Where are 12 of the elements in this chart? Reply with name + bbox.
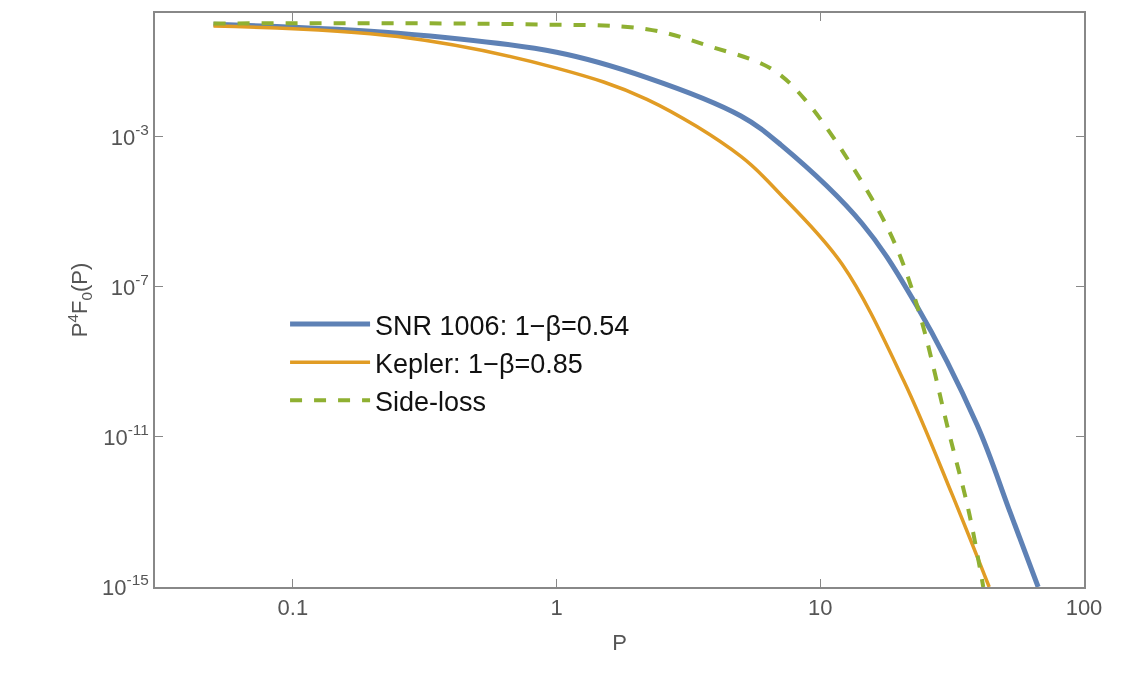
y-tick-label: 10$^{-3}$	[110, 121, 149, 150]
x-axis-title: P	[612, 629, 627, 655]
y-tick-label: 10$^{-15}$	[102, 571, 149, 600]
x-tick-label: 0.1	[277, 595, 309, 621]
x-tick-label: 100	[1065, 595, 1103, 621]
legend-label: Kepler: 1−β=0.85	[375, 348, 583, 379]
x-tick-label: 10	[808, 595, 833, 621]
legend-label: SNR 1006: 1−β=0.54	[375, 310, 630, 341]
legend-label: Side-loss	[375, 386, 487, 417]
x-tick-label: 1	[550, 595, 563, 621]
y-tick-label: 10$^{-11}$	[103, 421, 149, 450]
y-tick-label: 10$^{-7}$	[110, 271, 149, 300]
